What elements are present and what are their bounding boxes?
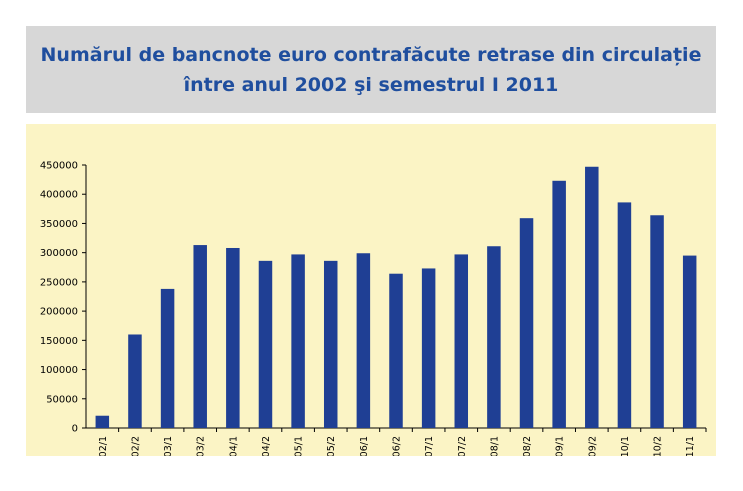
bar-2002-2 [128, 334, 142, 428]
x-tick-label: 2007/2 [457, 436, 468, 456]
bar-2011-1 [682, 255, 697, 428]
x-tick-label: 2003/2 [196, 436, 207, 456]
bar-2002-1 [95, 415, 110, 428]
y-tick-label: 350000 [40, 219, 78, 230]
bar-2005-1 [291, 254, 305, 428]
y-tick-label: 100000 [40, 365, 78, 376]
chart-title-box: Numărul de bancnote euro contrafăcute re… [26, 26, 716, 113]
x-tick-label: 2011/1 [685, 436, 696, 456]
bar-2003-1 [160, 288, 175, 428]
chart-title-line-2: între anul 2002 şi semestrul I 2011 [183, 73, 559, 96]
x-tick-label: 2006/1 [359, 436, 370, 456]
y-tick-label: 200000 [40, 307, 78, 318]
x-tick-label: 2009/2 [587, 436, 598, 456]
bar-2009-1 [552, 180, 566, 428]
bar-2008-1 [487, 246, 501, 428]
x-tick-label: 2005/2 [326, 436, 337, 456]
bar-2007-2 [454, 254, 469, 428]
x-tick-label: 2009/1 [555, 436, 566, 456]
x-tick-label: 2005/1 [294, 436, 305, 456]
bar-2010-2 [650, 215, 664, 428]
bar-2007-1 [421, 268, 436, 428]
x-tick-label: 2007/1 [424, 436, 435, 456]
x-tick-label: 2010/1 [620, 436, 631, 456]
bar-2004-2 [258, 260, 273, 428]
bar-2010-1 [617, 202, 632, 428]
bar-2005-2 [323, 260, 338, 428]
y-tick-label: 300000 [40, 248, 78, 259]
bar-2006-2 [389, 273, 403, 428]
x-tick-label: 2002/2 [130, 436, 141, 456]
bar-2009-2 [585, 166, 599, 428]
bar-chart: 0 50000 100000 150000 200000 250000 300000 3500… [40, 161, 707, 456]
x-tick-label: 2008/2 [522, 436, 533, 456]
x-tick-label: 2006/2 [392, 436, 403, 456]
x-tick-label: 2002/1 [98, 436, 109, 456]
bar-2006-1 [356, 253, 371, 428]
y-tick-label: 150000 [40, 336, 78, 347]
bar-2008-2 [519, 218, 534, 428]
bar-2003-2 [193, 245, 207, 428]
x-tick-label: 2010/2 [653, 436, 664, 456]
x-tick-label: 2004/2 [261, 436, 272, 456]
y-tick-label: 50000 [46, 394, 78, 405]
bar-2004-1 [226, 247, 240, 428]
y-tick-label: 250000 [40, 277, 78, 288]
chart-plot-area: 0 50000 100000 150000 200000 250000 300000 3500… [26, 124, 716, 456]
chart-title-line-1: Numărul de bancnote euro contrafăcute re… [40, 43, 702, 66]
x-tick-label: 2004/1 [228, 436, 239, 456]
y-tick-label: 400000 [40, 190, 78, 201]
x-tick-label: 2008/1 [489, 436, 500, 456]
y-tick-label: 0 [72, 424, 78, 435]
y-tick-label: 450000 [40, 161, 78, 172]
x-tick-label: 2003/1 [163, 436, 174, 456]
